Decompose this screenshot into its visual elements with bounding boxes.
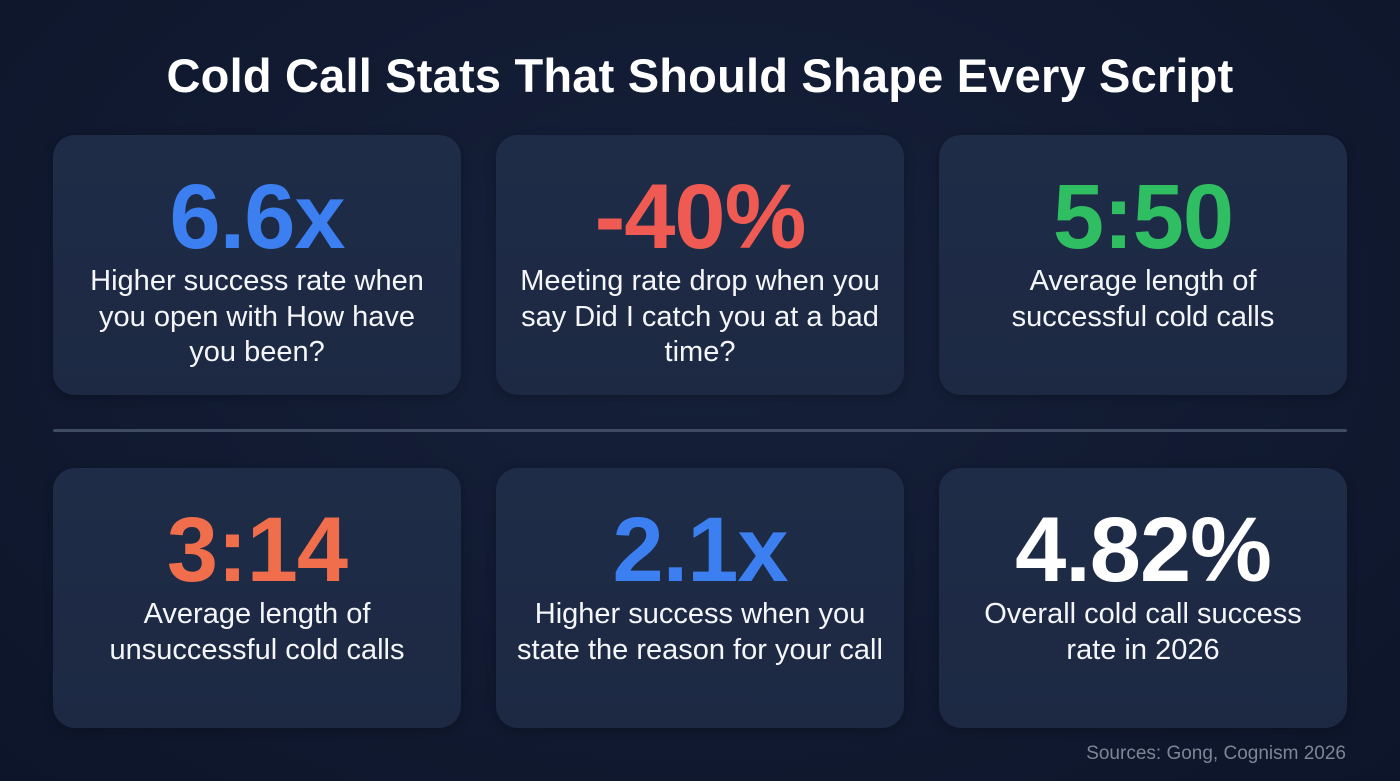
stat-value: 5:50 <box>1052 166 1234 268</box>
stat-description: Meeting rate drop when you say Did I cat… <box>520 265 880 368</box>
stat-value: 4.82% <box>1015 499 1272 601</box>
stat-description: Average length of successful cold calls <box>1011 265 1275 333</box>
stat-value: 3:14 <box>166 499 348 601</box>
stat-description: Overall cold call success rate in 2026 <box>984 598 1302 666</box>
stat-card-opening-line: 6.6x Higher success rate when you open w… <box>53 135 461 395</box>
stat-card-unsuccessful-length: 3:14 Average length of unsuccessful cold… <box>53 468 461 728</box>
row-divider <box>53 429 1347 432</box>
stat-card-state-reason: 2.1x Higher success when you state the r… <box>496 468 904 728</box>
stat-description: Higher success rate when you open with H… <box>90 265 424 368</box>
stat-value: -40% <box>594 166 807 268</box>
stat-description: Higher success when you state the reason… <box>517 598 883 666</box>
stat-card-bad-time: -40% Meeting rate drop when you say Did … <box>496 135 904 395</box>
stat-card-overall-rate: 4.82% Overall cold call success rate in … <box>939 468 1347 728</box>
page-title: Cold Call Stats That Should Shape Every … <box>166 49 1234 102</box>
stat-value: 6.6x <box>169 166 345 268</box>
stat-value: 2.1x <box>612 499 788 601</box>
stat-card-successful-length: 5:50 Average length of successful cold c… <box>939 135 1347 395</box>
sources-caption: Sources: Gong, Cognism 2026 <box>1086 743 1346 764</box>
stat-description: Average length of unsuccessful cold call… <box>109 598 405 666</box>
